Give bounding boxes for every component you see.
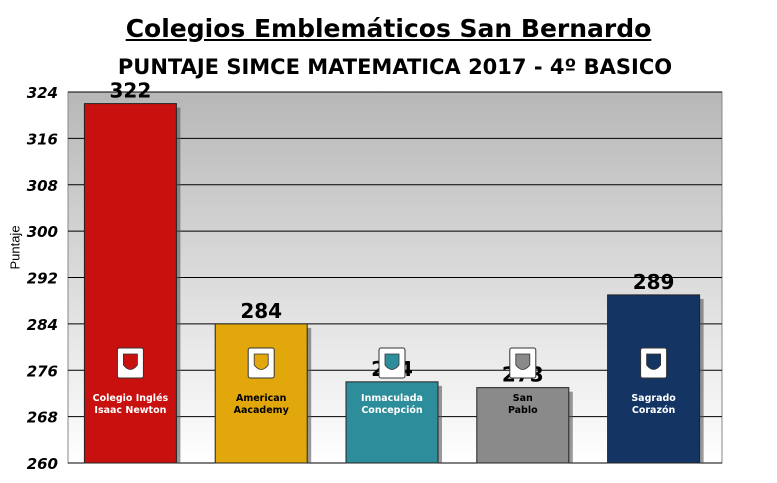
- bar: [345, 381, 439, 464]
- category-label: Isaac Newton: [94, 405, 166, 416]
- bar-group: 274InmaculadaConcepción: [345, 347, 442, 464]
- eagle-crest-icon: [116, 347, 144, 379]
- category-label: Pablo: [508, 405, 538, 416]
- category-label: Sagrado: [631, 393, 676, 404]
- chart-subtitle: PUNTAJE SIMCE MATEMATICA 2017 - 4º BASIC…: [117, 55, 673, 79]
- y-tick-label: 284: [27, 316, 58, 334]
- american-academy-crest-icon: [247, 347, 275, 379]
- category-label: American: [236, 393, 287, 404]
- bar: [214, 323, 308, 464]
- y-tick-label: 308: [27, 177, 58, 195]
- bar: [607, 294, 701, 464]
- category-label: Inmaculada: [361, 393, 423, 404]
- bar-group: 273SanPablo: [476, 347, 573, 464]
- y-tick-label: 316: [27, 130, 58, 148]
- inmaculada-crest-icon: [378, 347, 406, 379]
- bar: [476, 387, 570, 464]
- y-tick-label: 324: [27, 84, 58, 102]
- data-label: 284: [240, 299, 282, 323]
- y-tick-label: 300: [27, 223, 58, 241]
- y-tick-label: 268: [27, 409, 58, 427]
- y-tick-label: 292: [27, 270, 58, 288]
- data-label: 289: [633, 270, 675, 294]
- category-label: Aacademy: [234, 405, 290, 416]
- category-label: San: [513, 393, 533, 404]
- category-label: Corazón: [632, 405, 676, 416]
- bar: [83, 103, 177, 464]
- y-tick-label: 260: [27, 455, 58, 473]
- category-label: Colegio Inglés: [93, 393, 169, 404]
- chart-title: Colegios Emblemáticos San Bernardo: [125, 14, 652, 43]
- san-pablo-crest-icon: [509, 347, 537, 379]
- y-tick-label: 276: [27, 362, 58, 380]
- sagrado-corazon-crest-icon: [640, 347, 668, 379]
- category-label: Concepción: [361, 405, 423, 416]
- data-label: 322: [110, 79, 152, 103]
